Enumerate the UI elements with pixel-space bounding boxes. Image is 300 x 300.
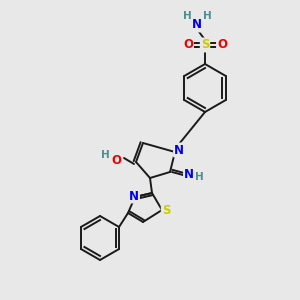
Text: O: O xyxy=(111,154,121,166)
Text: H: H xyxy=(202,11,211,21)
Text: H: H xyxy=(195,172,203,182)
Text: N: N xyxy=(129,190,139,202)
Text: N: N xyxy=(174,143,184,157)
Text: H: H xyxy=(183,11,191,21)
Text: S: S xyxy=(162,205,170,218)
Text: O: O xyxy=(217,38,227,52)
Text: S: S xyxy=(201,38,209,52)
Text: O: O xyxy=(183,38,193,52)
Text: H: H xyxy=(100,150,109,160)
Text: N: N xyxy=(192,19,202,32)
Text: N: N xyxy=(184,169,194,182)
